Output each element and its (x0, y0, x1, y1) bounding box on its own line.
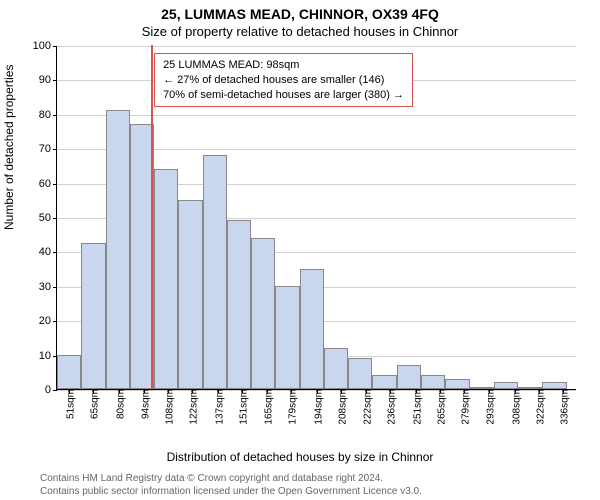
xtick-label: 251sqm (408, 389, 423, 425)
histogram-bar (251, 238, 275, 389)
ytick-label: 50 (39, 212, 57, 224)
xtick-label: 236sqm (382, 389, 397, 425)
xtick-label: 108sqm (160, 389, 175, 425)
ytick-label: 100 (33, 40, 57, 52)
chart-subtitle: Size of property relative to detached ho… (0, 24, 600, 39)
ytick-label: 70 (39, 143, 57, 155)
footer-attribution: Contains HM Land Registry data © Crown c… (40, 472, 422, 498)
xtick-label: 51sqm (62, 389, 77, 419)
xtick-label: 122sqm (185, 389, 200, 425)
histogram-bar (348, 358, 372, 389)
ytick-label: 30 (39, 281, 57, 293)
histogram-bar (542, 382, 566, 389)
xtick-label: 165sqm (259, 389, 274, 425)
y-axis-label: Number of detached properties (2, 65, 16, 230)
histogram-bar (397, 365, 421, 389)
annotation-line-3: 70% of semi-detached houses are larger (… (163, 88, 404, 103)
histogram-bar (203, 155, 227, 389)
annotation-line-2: ← 27% of detached houses are smaller (14… (163, 73, 404, 88)
ytick-label: 20 (39, 315, 57, 327)
histogram-bar (106, 110, 130, 389)
xtick-label: 137sqm (211, 389, 226, 425)
histogram-bar (445, 379, 469, 389)
gridline-h (57, 115, 576, 116)
histogram-bar (421, 375, 445, 389)
chart-title: 25, LUMMAS MEAD, CHINNOR, OX39 4FQ (0, 6, 600, 22)
property-marker-line (151, 45, 153, 389)
histogram-bar (154, 169, 178, 389)
footer-line-2: Contains public sector information licen… (40, 485, 422, 498)
annotation-line-1: 25 LUMMAS MEAD: 98sqm (163, 58, 404, 73)
xtick-label: 308sqm (507, 389, 522, 425)
xtick-label: 194sqm (310, 389, 325, 425)
xtick-label: 94sqm (136, 389, 151, 419)
histogram-bar (275, 286, 299, 389)
xtick-label: 208sqm (334, 389, 349, 425)
ytick-label: 80 (39, 109, 57, 121)
xtick-label: 336sqm (556, 389, 571, 425)
histogram-bar (372, 375, 396, 389)
histogram-bar (81, 243, 105, 389)
xtick-label: 265sqm (433, 389, 448, 425)
annotation-box: 25 LUMMAS MEAD: 98sqm← 27% of detached h… (154, 53, 413, 108)
xtick-label: 65sqm (86, 389, 101, 419)
xtick-label: 322sqm (531, 389, 546, 425)
histogram-bar (57, 355, 81, 389)
xtick-label: 293sqm (481, 389, 496, 425)
xtick-label: 151sqm (235, 389, 250, 425)
histogram-bar (300, 269, 324, 389)
x-axis-label: Distribution of detached houses by size … (0, 450, 600, 464)
ytick-label: 40 (39, 246, 57, 258)
xtick-label: 179sqm (284, 389, 299, 425)
ytick-label: 60 (39, 178, 57, 190)
ytick-label: 10 (39, 350, 57, 362)
ytick-label: 90 (39, 74, 57, 86)
xtick-label: 222sqm (358, 389, 373, 425)
xtick-label: 80sqm (112, 389, 127, 419)
histogram-bar (178, 200, 202, 389)
histogram-bar (227, 220, 251, 389)
gridline-h (57, 46, 576, 47)
histogram-plot: 010203040506070809010051sqm65sqm80sqm94s… (56, 46, 576, 390)
histogram-bar (324, 348, 348, 389)
histogram-bar (494, 382, 518, 389)
xtick-label: 279sqm (457, 389, 472, 425)
ytick-label: 0 (45, 384, 57, 396)
footer-line-1: Contains HM Land Registry data © Crown c… (40, 472, 422, 485)
